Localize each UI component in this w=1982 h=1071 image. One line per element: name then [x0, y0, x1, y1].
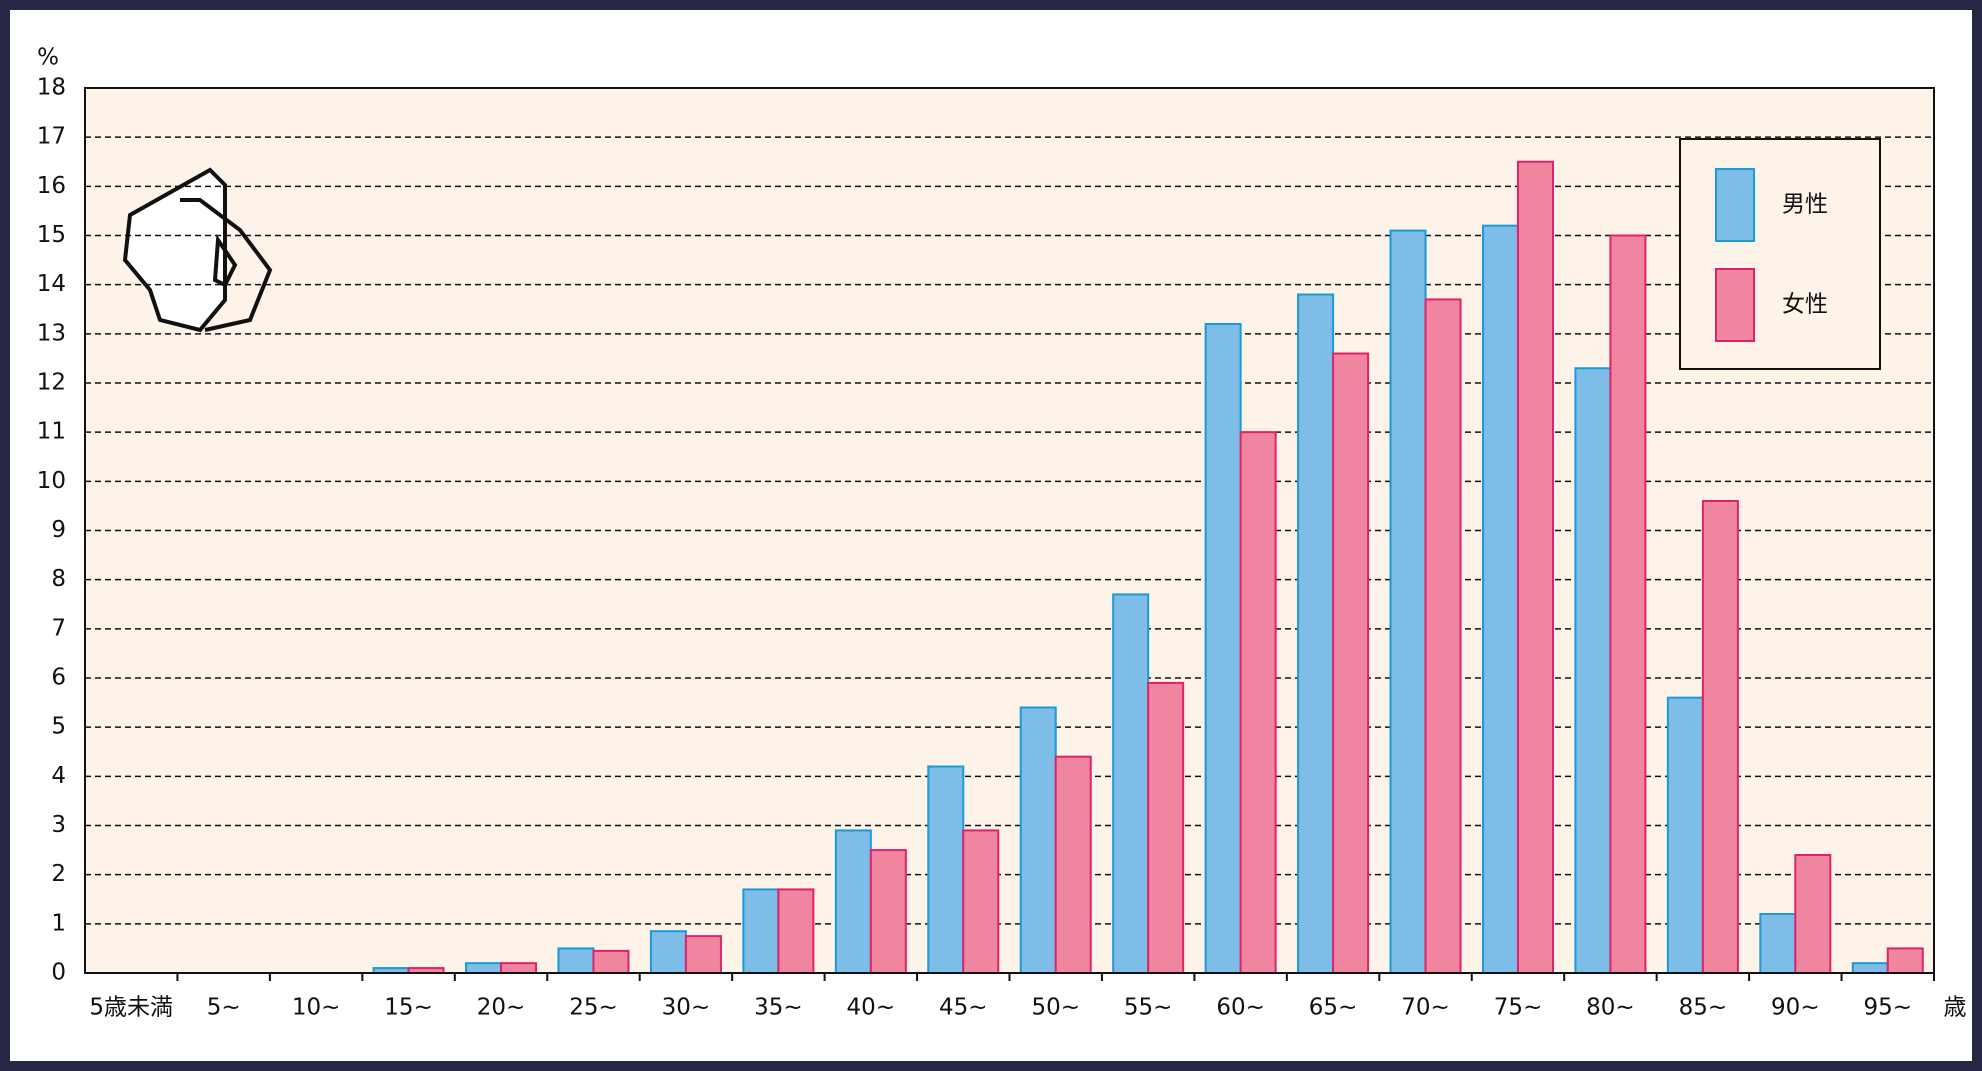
bar	[927, 765, 965, 974]
bar	[1112, 593, 1150, 975]
x-axis-label: 歳	[1944, 995, 1967, 1021]
x-tick-label: 60~	[1216, 995, 1265, 1021]
bar	[1054, 755, 1092, 975]
x-tick-label: 95~	[1864, 995, 1913, 1021]
x-tick-label: 45~	[939, 995, 988, 1021]
x-tick-label: 65~	[1309, 995, 1358, 1021]
y-tick-label: 15	[37, 222, 66, 248]
bar	[1701, 500, 1739, 974]
bar	[1204, 323, 1242, 974]
bar	[1481, 224, 1519, 974]
bar	[1794, 854, 1832, 974]
bar	[1239, 431, 1277, 974]
x-tick-label: 25~	[569, 995, 618, 1021]
bar	[1389, 229, 1427, 975]
y-tick-label: 0	[51, 960, 66, 986]
bar	[1424, 298, 1462, 974]
bar	[1759, 913, 1797, 974]
y-tick-label: 14	[37, 271, 66, 297]
y-tick-label: 16	[37, 173, 66, 199]
bar	[742, 888, 780, 975]
bar	[1147, 681, 1185, 975]
x-tick-label: 20~	[477, 995, 526, 1021]
bar	[1574, 367, 1612, 974]
bar	[1851, 962, 1889, 975]
x-tick-label: 5歳未満	[89, 995, 173, 1021]
bar	[1886, 947, 1924, 975]
y-tick-label: 5	[51, 714, 66, 740]
bar	[592, 949, 630, 974]
x-tick-label: 90~	[1771, 995, 1820, 1021]
bar	[1297, 293, 1335, 974]
y-tick-label: 17	[37, 124, 66, 150]
bar	[684, 935, 722, 974]
x-tick-label: 55~	[1124, 995, 1173, 1021]
bar	[869, 849, 907, 974]
y-tick-label: 8	[51, 566, 66, 592]
y-tick-label: 12	[37, 370, 66, 396]
bar	[557, 947, 595, 975]
x-tick-label: 15~	[384, 995, 433, 1021]
y-axis-label: %	[37, 45, 59, 71]
legend-swatch	[1715, 268, 1755, 342]
y-tick-label: 10	[37, 468, 66, 494]
legend-box	[1679, 138, 1881, 370]
plot-frame	[84, 87, 1935, 974]
x-tick-label: 80~	[1586, 995, 1635, 1021]
x-tick-label: 75~	[1494, 995, 1543, 1021]
legend-swatch	[1715, 168, 1755, 242]
x-tick-label: 50~	[1031, 995, 1080, 1021]
y-tick-label: 9	[51, 517, 66, 543]
y-tick-label: 6	[51, 665, 66, 691]
bar	[1516, 160, 1554, 974]
legend-label: 男性	[1782, 192, 1828, 218]
y-tick-label: 4	[51, 763, 66, 789]
x-tick-label: 35~	[754, 995, 803, 1021]
bar	[1019, 706, 1057, 974]
x-tick-label: 10~	[292, 995, 341, 1021]
y-tick-label: 13	[37, 320, 66, 346]
bar	[962, 829, 1000, 975]
y-tick-label: 18	[37, 75, 66, 101]
bar	[834, 829, 872, 975]
bar	[465, 962, 503, 975]
x-tick-label: 30~	[662, 995, 711, 1021]
bar	[1666, 696, 1704, 975]
bar	[1332, 352, 1370, 974]
y-tick-label: 3	[51, 812, 66, 838]
y-tick-label: 1	[51, 910, 66, 936]
y-tick-label: 2	[51, 861, 66, 887]
x-tick-label: 70~	[1401, 995, 1450, 1021]
bar	[777, 888, 815, 975]
bar	[500, 962, 538, 975]
y-tick-label: 11	[37, 419, 66, 445]
bar	[649, 930, 687, 974]
x-tick-label: 85~	[1679, 995, 1728, 1021]
x-tick-label: 40~	[847, 995, 896, 1021]
bar	[1609, 234, 1647, 974]
y-tick-label: 7	[51, 615, 66, 641]
legend-label: 女性	[1782, 292, 1828, 318]
x-tick-label: 5~	[207, 995, 241, 1021]
